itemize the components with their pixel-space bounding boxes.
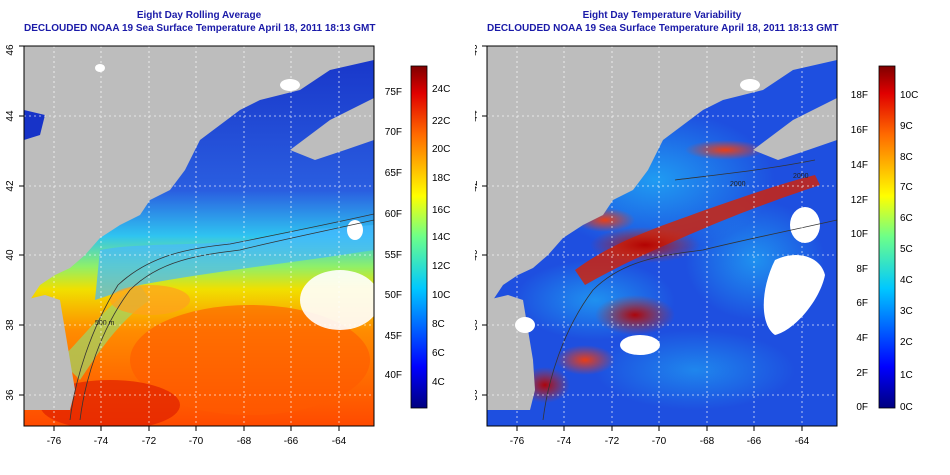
x-tick-label: -68 (237, 436, 252, 447)
colorbar-f-label: 65F (385, 168, 402, 179)
x-tick-label: -76 (47, 436, 62, 447)
colorbar-c-label: 8C (432, 319, 445, 330)
y-tick-label: 42 (475, 180, 480, 192)
colorbar-c-label: 22C (432, 116, 450, 127)
x-tick-label: -70 (189, 436, 204, 447)
y-tick-label: 38 (475, 319, 480, 331)
colorbar-f-label: 18F (851, 90, 868, 101)
y-tick-label: 46 (475, 44, 480, 56)
y-tick-label: 44 (5, 110, 16, 122)
x-tick-label: -66 (747, 436, 762, 447)
x-tick-label: -66 (284, 436, 299, 447)
left-map: 500 m -76 -74 -72 -70 -68 -66 (5, 44, 450, 447)
colorbar-c-label: 6C (900, 213, 913, 224)
colorbar-f-label: 55F (385, 250, 402, 261)
colorbar-c-label: 10C (432, 290, 450, 301)
colorbar-f-label: 14F (851, 160, 868, 171)
colorbar-c-label: 2C (900, 337, 913, 348)
x-tick-label: -68 (700, 436, 715, 447)
contour-label: 2000 (730, 181, 746, 188)
colorbar-c-label: 3C (900, 306, 913, 317)
colorbar-c-label: 20C (432, 144, 450, 155)
y-tick-label: 40 (475, 249, 480, 261)
colorbar-c-label: 0C (900, 402, 913, 413)
colorbar-f-label: 50F (385, 290, 402, 301)
colorbar-c-label: 4C (432, 377, 445, 388)
colorbar-c-label: 8C (900, 152, 913, 163)
x-tick-label: -76 (510, 436, 525, 447)
colorbar-f-label: 75F (385, 87, 402, 98)
colorbar-c-label: 7C (900, 182, 913, 193)
x-tick-label: -70 (652, 436, 667, 447)
colorbar-f-label: 60F (385, 209, 402, 220)
y-tick-label: 46 (5, 44, 16, 56)
colorbar-c-label: 12C (432, 261, 450, 272)
x-tick-label: -74 (94, 436, 109, 447)
colorbar-f-label: 4F (856, 333, 868, 344)
colorbar-c-label: 24C (432, 84, 450, 95)
left-title-line2: DECLOUDED NOAA 19 Sea Surface Temperatur… (24, 23, 376, 34)
y-tick-label: 44 (475, 110, 480, 122)
y-tick-label: 40 (5, 249, 16, 261)
colorbar-f-label: 12F (851, 195, 868, 206)
colorbar-f-label: 16F (851, 125, 868, 136)
colorbar-f-label: 2F (856, 368, 868, 379)
contour-label: 2000 (793, 173, 809, 180)
x-tick-label: -72 (605, 436, 620, 447)
land-mass (24, 46, 374, 300)
colorbar-f-label: 45F (385, 331, 402, 342)
right-map: 2000 2000 -76 -74 -72 -70 -68 (475, 44, 918, 447)
colorbar-f-label: 10F (851, 229, 868, 240)
y-tick-label: 42 (5, 180, 16, 192)
y-tick-label: 36 (475, 389, 480, 401)
colorbar-c-label: 6C (432, 348, 445, 359)
colorbar-c-label: 1C (900, 370, 913, 381)
colorbar-f-label: 70F (385, 127, 402, 138)
x-tick-label: -64 (332, 436, 347, 447)
y-tick-label: 38 (5, 319, 16, 331)
colorbar-c-label: 18C (432, 173, 450, 184)
right-title-line2: DECLOUDED NOAA 19 Sea Surface Temperatur… (487, 23, 839, 34)
colorbar (878, 65, 896, 409)
colorbar-c-label: 9C (900, 121, 913, 132)
colorbar-c-label: 5C (900, 244, 913, 255)
left-title-line1: Eight Day Rolling Average (136, 10, 262, 21)
y-tick-label: 36 (5, 389, 16, 401)
colorbar-f-label: 40F (385, 370, 402, 381)
land-mass (487, 46, 837, 300)
colorbar-f-label: 8F (856, 264, 868, 275)
colorbar-c-label: 14C (432, 232, 450, 243)
x-tick-label: -74 (557, 436, 572, 447)
x-tick-label: -64 (795, 436, 810, 447)
right-title-line1: Eight Day Temperature Variability (582, 10, 742, 21)
colorbar-c-label: 16C (432, 205, 450, 216)
colorbar-c-label: 4C (900, 275, 913, 286)
colorbar-f-label: 0F (856, 402, 868, 413)
colorbar (410, 65, 428, 409)
contour-label: 500 m (95, 320, 115, 327)
x-tick-label: -72 (142, 436, 157, 447)
colorbar-f-label: 6F (856, 298, 868, 309)
colorbar-c-label: 10C (900, 90, 918, 101)
